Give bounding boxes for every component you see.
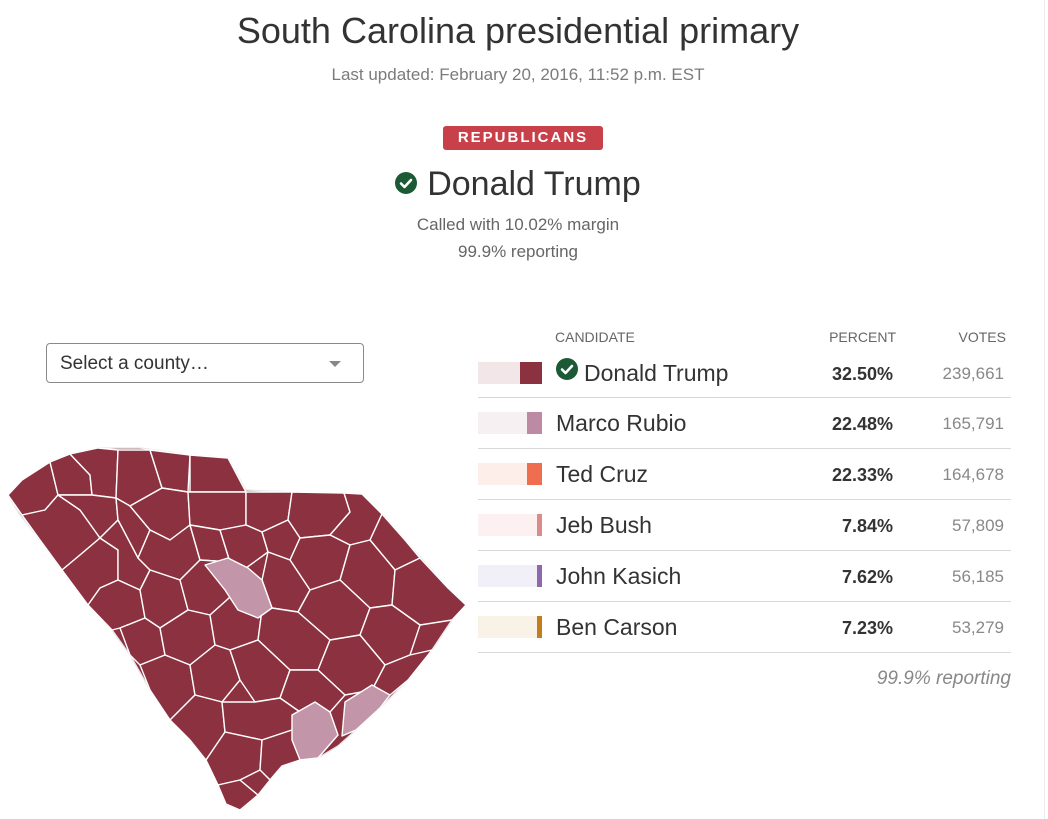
header-candidate[interactable]: CANDIDATE <box>555 329 635 345</box>
county-rubio[interactable] <box>204 557 273 619</box>
header-votes[interactable]: VOTES <box>958 329 1006 345</box>
page-title: South Carolina presidential primary <box>236 10 800 51</box>
vote-percent: 7.62% <box>841 567 893 587</box>
vote-bar-track <box>478 412 542 434</box>
table-header: CANDIDATE PERCENT VOTES <box>478 325 1011 349</box>
race-winner: Donald Trump <box>0 165 1036 204</box>
results-table: CANDIDATE PERCENT VOTES Donald Trump 32.5… <box>478 325 1011 653</box>
called-margin: Called with 10.02% margin <box>416 215 620 234</box>
winner-name: Donald Trump <box>427 165 641 203</box>
vote-percent: 7.84% <box>841 516 893 536</box>
county[interactable] <box>187 491 247 531</box>
check-circle-icon <box>395 164 418 203</box>
right-divider <box>1044 0 1045 819</box>
vote-bar <box>520 362 542 384</box>
candidate-name: Donald Trump <box>556 358 729 387</box>
candidate-name: Ted Cruz <box>556 461 648 488</box>
candidate-name-text: Jeb Bush <box>556 512 652 538</box>
table-row[interactable]: Ted Cruz 22.33% 164,678 <box>478 449 1011 500</box>
check-circle-icon <box>556 358 578 386</box>
county-select-label: Select a county… <box>60 353 209 374</box>
table-row[interactable]: Jeb Bush 7.84% 57,809 <box>478 500 1011 551</box>
vote-bar-track <box>478 463 542 485</box>
vote-bar-track <box>478 616 542 638</box>
table-row[interactable]: Ben Carson 7.23% 53,279 <box>478 602 1011 653</box>
vote-count: 239,661 <box>942 364 1004 383</box>
candidate-name: Ben Carson <box>556 614 677 641</box>
chevron-down-icon <box>329 361 341 367</box>
vote-percent: 22.33% <box>831 465 893 485</box>
vote-count: 56,185 <box>952 567 1004 586</box>
table-row[interactable]: John Kasich 7.62% 56,185 <box>478 551 1011 602</box>
table-row[interactable]: Marco Rubio 22.48% 165,791 <box>478 398 1011 449</box>
vote-percent: 32.50% <box>831 364 893 384</box>
vote-count: 57,809 <box>952 516 1004 535</box>
last-updated: Last updated: February 20, 2016, 11:52 p… <box>331 65 705 84</box>
candidate-name-text: Marco Rubio <box>556 410 687 436</box>
county-rubio[interactable] <box>291 701 339 761</box>
candidate-name: Marco Rubio <box>556 410 686 437</box>
vote-percent: 7.23% <box>841 618 893 638</box>
county-rubio[interactable] <box>341 684 391 737</box>
county[interactable] <box>239 769 271 796</box>
candidate-name: John Kasich <box>556 563 681 590</box>
header-percent[interactable]: PERCENT <box>829 329 896 345</box>
party-badge: REPUBLICANS <box>443 126 603 150</box>
candidate-name-text: Ben Carson <box>556 614 678 640</box>
vote-count: 53,279 <box>952 618 1004 637</box>
vote-bar-track <box>478 565 542 587</box>
candidate-name: Jeb Bush <box>556 512 652 539</box>
vote-bar <box>537 616 542 638</box>
candidate-name-text: Donald Trump <box>584 360 729 386</box>
vote-bar <box>527 463 542 485</box>
vote-count: 165,791 <box>942 414 1004 433</box>
candidate-name-text: Ted Cruz <box>556 461 649 487</box>
vote-count: 164,678 <box>942 465 1004 484</box>
reporting-summary: 99.9% reporting <box>457 242 579 261</box>
vote-bar-track <box>478 514 542 536</box>
vote-bar <box>537 565 542 587</box>
vote-bar <box>537 514 542 536</box>
vote-percent: 22.48% <box>831 414 893 434</box>
candidate-name-text: John Kasich <box>556 563 682 589</box>
reporting-footer: 99.9% reporting <box>876 668 1011 689</box>
county[interactable] <box>189 454 247 493</box>
table-row[interactable]: Donald Trump 32.50% 239,661 <box>478 349 1011 398</box>
vote-bar <box>527 412 542 434</box>
county-map[interactable] <box>0 440 470 819</box>
county-select[interactable]: Select a county… <box>46 343 364 383</box>
